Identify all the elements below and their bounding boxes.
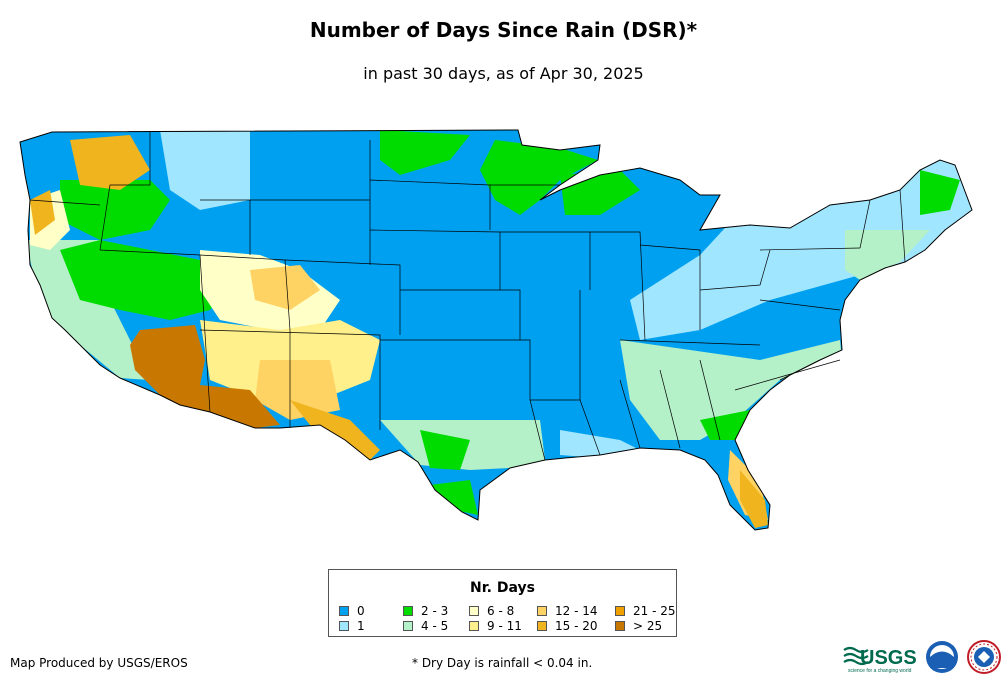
legend-label: > 25: [633, 619, 663, 633]
legend-item: 6 - 8: [469, 604, 514, 618]
footnote-text: * Dry Day is rainfall < 0.04 in.: [412, 656, 593, 670]
legend-label: 4 - 5: [421, 619, 449, 633]
legend-item: 4 - 5: [403, 619, 448, 633]
legend-swatch: [615, 621, 625, 631]
legend-label: 21 - 25: [633, 604, 676, 618]
legend-swatch: [537, 606, 547, 616]
legend-swatch: [339, 606, 349, 616]
legend-item: 15 - 20: [537, 619, 598, 633]
legend-label: 2 - 3: [421, 604, 449, 618]
legend-item: 0: [339, 604, 365, 618]
usgs-tagline: science for a changing world: [848, 668, 912, 674]
legend-swatch: [403, 621, 413, 631]
legend-item: 2 - 3: [403, 604, 448, 618]
map-subtitle: in past 30 days, as of Apr 30, 2025: [363, 64, 644, 83]
legend-swatch: [537, 621, 547, 631]
legend-swatch: [615, 606, 625, 616]
legend-label: 6 - 8: [487, 604, 515, 618]
legend-label: 9 - 11: [487, 619, 522, 633]
legend-item: 9 - 11: [469, 619, 522, 633]
agency-logos: USGS science for a changing world: [843, 640, 1001, 674]
legend-label: 0: [357, 604, 365, 618]
legend-label: 15 - 20: [555, 619, 598, 633]
legend-item: 1: [339, 619, 365, 633]
legend-item: 21 - 25: [615, 604, 676, 618]
usgs-logo-text: USGS: [860, 647, 917, 669]
legend-swatch: [469, 621, 479, 631]
legend-item: > 25: [615, 619, 662, 633]
legend-title: Nr. Days: [470, 580, 535, 596]
nws-logo: [967, 640, 1001, 674]
legend-label: 12 - 14: [555, 604, 598, 618]
noaa-logo: [926, 641, 958, 673]
usgs-logo: USGS science for a changing world: [843, 646, 917, 674]
credit-text: Map Produced by USGS/EROS: [10, 656, 188, 670]
legend-swatch: [403, 606, 413, 616]
legend-label: 1: [357, 619, 365, 633]
legend-swatch: [339, 621, 349, 631]
legend-item: 12 - 14: [537, 604, 598, 618]
legend-swatch: [469, 606, 479, 616]
map-title: Number of Days Since Rain (DSR)*: [309, 18, 698, 42]
